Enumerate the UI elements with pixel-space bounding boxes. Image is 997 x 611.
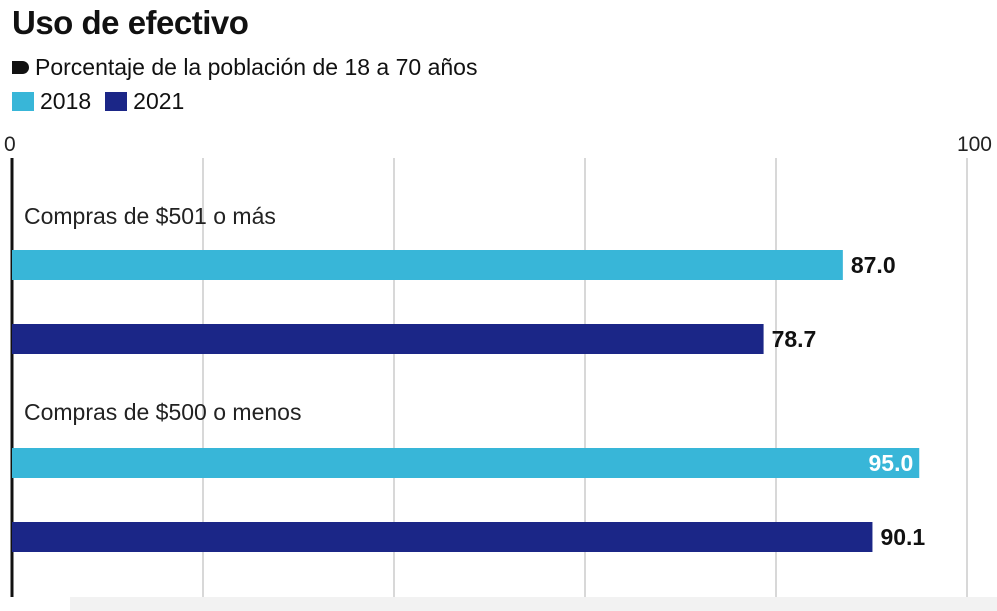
bar-value-label: 87.0 bbox=[851, 252, 896, 278]
category-label: Compras de $501 o más bbox=[24, 203, 276, 229]
x-tick-label: 100 bbox=[957, 133, 992, 156]
x-tick-label: 0 bbox=[4, 133, 16, 156]
category-label: Compras de $500 o menos bbox=[24, 399, 301, 425]
legend-item-2021: 2021 bbox=[105, 88, 184, 115]
bar bbox=[12, 448, 920, 478]
legend-swatch-2021 bbox=[105, 92, 128, 111]
legend: 2018 2021 bbox=[12, 88, 198, 115]
bullet-icon bbox=[12, 61, 29, 74]
chart-subtitle: Porcentaje de la población de 18 a 70 añ… bbox=[12, 54, 477, 81]
chart-title: Uso de efectivo bbox=[12, 4, 249, 41]
bar bbox=[12, 250, 843, 280]
bar-value-label: 78.7 bbox=[772, 326, 817, 352]
legend-label-2018: 2018 bbox=[40, 88, 92, 114]
bar bbox=[12, 522, 873, 552]
legend-label-2021: 2021 bbox=[133, 88, 185, 114]
legend-item-2018: 2018 bbox=[12, 88, 91, 115]
bottom-strip bbox=[70, 597, 997, 611]
chart-subtitle-text: Porcentaje de la población de 18 a 70 añ… bbox=[35, 54, 478, 80]
bar-value-label: 90.1 bbox=[880, 524, 925, 550]
legend-swatch-2018 bbox=[12, 92, 34, 111]
bar-value-label: 95.0 bbox=[868, 450, 913, 476]
bar bbox=[12, 324, 764, 354]
